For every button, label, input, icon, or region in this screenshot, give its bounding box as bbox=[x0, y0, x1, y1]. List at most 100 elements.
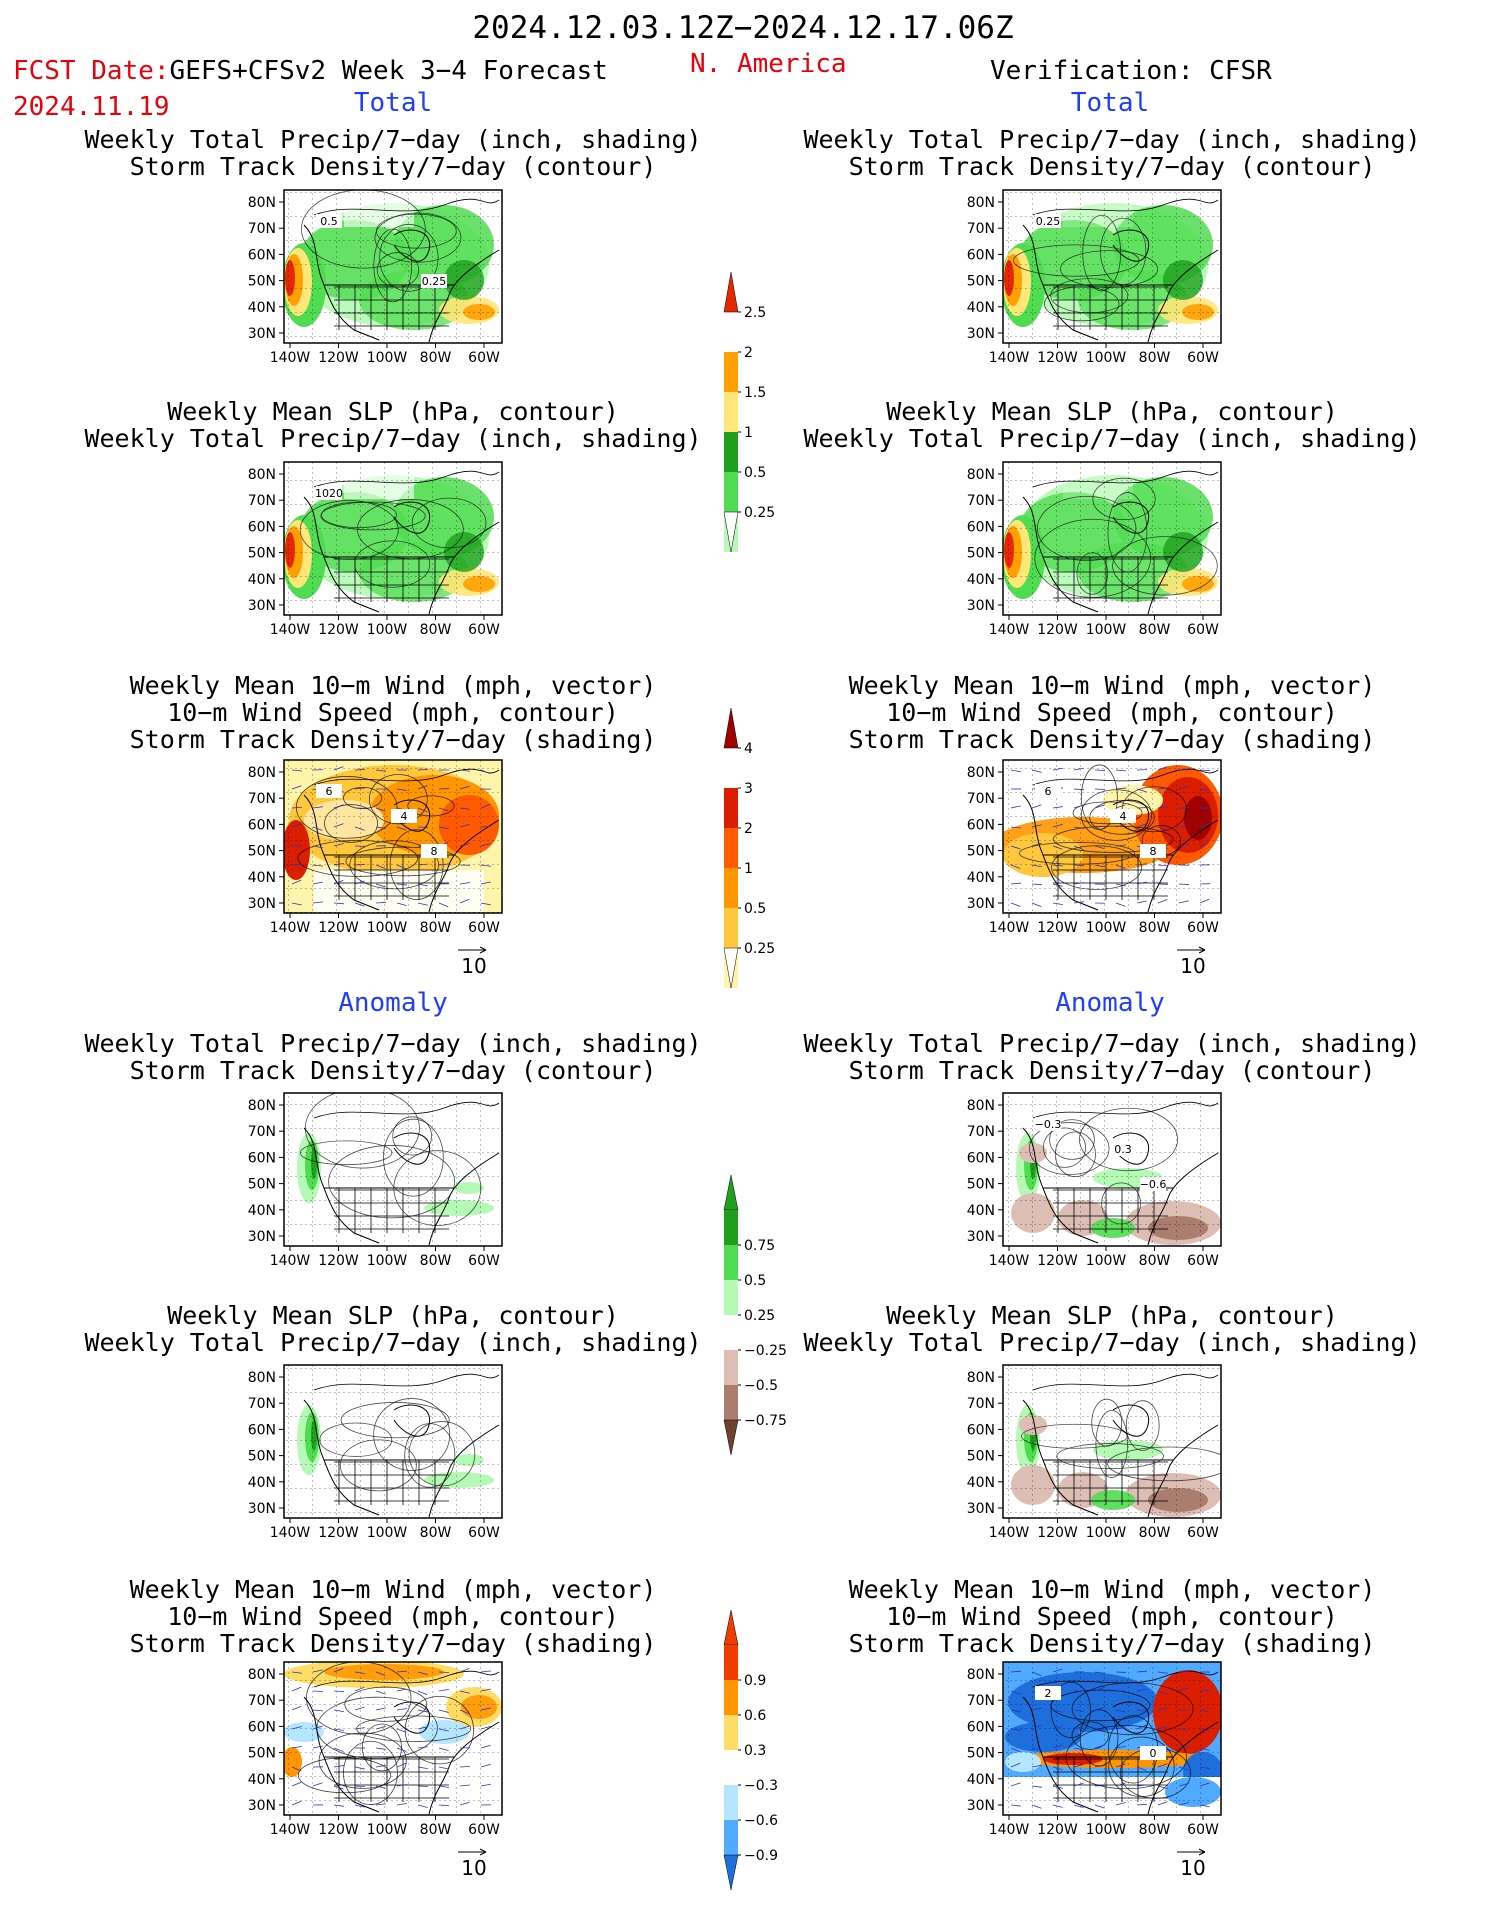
panel-title-line: Weekly Mean SLP (hPa, contour) bbox=[167, 1301, 619, 1330]
lat-tick-label: 80N bbox=[967, 467, 995, 483]
coastline bbox=[313, 1373, 500, 1391]
colorbar-level-label: 0.75 bbox=[744, 1238, 775, 1254]
lat-tick-label: 40N bbox=[967, 572, 995, 588]
coastline bbox=[313, 1101, 500, 1119]
wind-vector bbox=[291, 1781, 302, 1787]
wind-vector bbox=[438, 863, 449, 866]
lat-tick-label: 50N bbox=[967, 844, 995, 860]
wind-vector bbox=[333, 823, 344, 828]
wind-vector bbox=[480, 881, 491, 885]
contour-line bbox=[1019, 842, 1135, 865]
contour-label-box bbox=[316, 486, 342, 500]
colorbar-level-label: 0.25 bbox=[744, 505, 775, 521]
panel-title-line: Storm Track Density/7−day (shading) bbox=[848, 725, 1376, 754]
wind-vector bbox=[354, 1706, 365, 1711]
lon-tick-label: 120W bbox=[318, 1253, 359, 1269]
lon-tick-label: 80W bbox=[1139, 920, 1171, 936]
wind-vector bbox=[396, 1708, 407, 1711]
lat-tick-label: 30N bbox=[967, 1229, 995, 1245]
wind-vector bbox=[480, 1688, 491, 1692]
map-content: 0.5 0.25 bbox=[284, 190, 502, 343]
contour-line bbox=[368, 774, 428, 825]
lon-tick-label: 100W bbox=[1086, 920, 1127, 936]
contour-label: 0.5 bbox=[320, 215, 338, 228]
wind-vector bbox=[417, 807, 428, 813]
lat-tick-label: 40N bbox=[248, 300, 276, 316]
contour-line bbox=[306, 1662, 412, 1735]
wind-vector bbox=[375, 826, 386, 829]
wind-vector bbox=[312, 1745, 323, 1749]
wind-vector bbox=[291, 1766, 302, 1772]
wind-vector bbox=[1115, 844, 1126, 847]
wind-vector bbox=[459, 898, 470, 904]
colorbar-level-label: 1.5 bbox=[744, 385, 766, 401]
contour-label-box bbox=[1110, 1142, 1136, 1156]
wind-vector bbox=[1073, 788, 1085, 791]
colorbar-level-label: 1 bbox=[744, 425, 753, 441]
panel-title-line: 10−m Wind Speed (mph, contour) bbox=[167, 698, 619, 727]
contour-line bbox=[374, 212, 462, 263]
wind-vector bbox=[333, 1804, 344, 1807]
map-frame bbox=[283, 1092, 503, 1247]
wind-vector bbox=[354, 863, 366, 866]
wind-vector bbox=[375, 769, 386, 772]
wind-vector bbox=[1199, 1804, 1210, 1808]
wind-vector bbox=[1073, 804, 1084, 809]
map-panel-forecast-0: 0.5 0.25 80N 70N 60N 50N 40N 30N 140W 120W 100W 80W… bbox=[248, 189, 503, 366]
lon-tick-label: 60W bbox=[468, 920, 500, 936]
wind-vector bbox=[417, 902, 428, 906]
panel-title-line: Weekly Total Precip/7−day (inch, shading… bbox=[803, 1328, 1421, 1357]
wind-vector bbox=[459, 823, 470, 828]
wind-vector bbox=[375, 1785, 386, 1789]
colorbar-level-label: −0.6 bbox=[744, 1813, 778, 1829]
lat-tick-label: 30N bbox=[248, 1798, 276, 1814]
contour-label: 0 bbox=[1150, 1747, 1157, 1760]
lon-tick-label: 140W bbox=[270, 920, 311, 936]
wind-vector bbox=[291, 1671, 302, 1674]
wind-vector bbox=[1073, 1747, 1084, 1751]
lon-tick-label: 60W bbox=[1187, 622, 1219, 638]
wind-vector bbox=[1073, 1709, 1084, 1712]
wind-vector bbox=[396, 1747, 407, 1752]
wind-vector bbox=[438, 1728, 449, 1732]
wind-vector bbox=[1094, 1707, 1105, 1711]
panel-title-line: Weekly Mean 10−m Wind (mph, vector) bbox=[129, 671, 657, 700]
wind-vector bbox=[396, 1728, 407, 1733]
hudson-bay bbox=[1112, 229, 1150, 262]
wind-vector bbox=[1031, 902, 1042, 908]
wind-vector bbox=[459, 1690, 470, 1694]
contour-line bbox=[324, 804, 378, 843]
wind-vector bbox=[1010, 1709, 1021, 1713]
wind-vector bbox=[354, 1671, 365, 1675]
lon-tick-label: 60W bbox=[1187, 1525, 1219, 1541]
lat-tick-label: 30N bbox=[967, 1798, 995, 1814]
contour-line bbox=[299, 1140, 393, 1166]
wind-vector bbox=[459, 1668, 470, 1673]
map-grid bbox=[1003, 1093, 1221, 1246]
contour-line bbox=[361, 1723, 402, 1772]
contour-line bbox=[411, 497, 487, 549]
wind-vector bbox=[480, 825, 491, 828]
panel-title-line: Weekly Mean SLP (hPa, contour) bbox=[886, 397, 1338, 426]
panel-title-line: Weekly Total Precip/7−day (inch, shading… bbox=[84, 1029, 702, 1058]
map-grid bbox=[1003, 190, 1221, 343]
coastline bbox=[313, 470, 500, 488]
contour-line bbox=[407, 795, 455, 817]
panel-title-line: Weekly Total Precip/7−day (inch, shading… bbox=[84, 424, 702, 453]
wind-vector bbox=[396, 788, 407, 792]
wind-vector bbox=[1073, 767, 1084, 771]
wind-vector bbox=[1157, 1690, 1168, 1695]
lon-tick-label: 140W bbox=[989, 622, 1030, 638]
wind-vector bbox=[354, 826, 365, 831]
lon-tick-label: 120W bbox=[1037, 920, 1078, 936]
contour-line bbox=[1044, 286, 1120, 322]
lon-tick-label: 100W bbox=[1086, 1822, 1127, 1838]
lon-tick-label: 140W bbox=[989, 1822, 1030, 1838]
lat-tick-label: 30N bbox=[248, 598, 276, 614]
wind-vector bbox=[375, 807, 386, 812]
wind-vector bbox=[312, 806, 323, 809]
wind-vector bbox=[1136, 1724, 1147, 1730]
map-panel-forecast-1: 1020 80N 70N 60N 50N 40N 30N 140W 120W 100W 80W 60W bbox=[248, 461, 503, 638]
wind-vector bbox=[1157, 806, 1168, 809]
